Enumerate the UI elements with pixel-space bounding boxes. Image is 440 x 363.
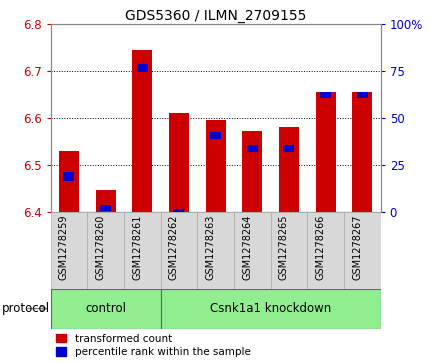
Bar <box>307 212 344 289</box>
Bar <box>283 145 294 152</box>
Bar <box>51 212 87 289</box>
Text: GSM1278259: GSM1278259 <box>59 215 69 280</box>
Text: GSM1278263: GSM1278263 <box>205 215 216 280</box>
Bar <box>132 49 152 212</box>
Bar <box>205 121 226 212</box>
Bar <box>352 92 372 212</box>
Bar <box>210 132 221 139</box>
Bar <box>315 92 336 212</box>
Text: GSM1278260: GSM1278260 <box>95 215 106 280</box>
Bar <box>320 92 331 98</box>
Bar <box>279 127 299 212</box>
Bar <box>169 113 189 212</box>
Title: GDS5360 / ILMN_2709155: GDS5360 / ILMN_2709155 <box>125 9 306 23</box>
Text: Csnk1a1 knockdown: Csnk1a1 knockdown <box>210 302 331 315</box>
Text: control: control <box>85 302 126 315</box>
Text: GSM1278266: GSM1278266 <box>315 215 326 280</box>
Text: protocol: protocol <box>2 302 50 315</box>
Bar <box>87 212 124 289</box>
Text: GSM1278264: GSM1278264 <box>242 215 252 280</box>
Text: GSM1278261: GSM1278261 <box>132 215 142 280</box>
Bar <box>161 212 197 289</box>
Bar <box>234 212 271 289</box>
Bar <box>100 205 111 211</box>
Bar <box>63 172 74 181</box>
Bar <box>124 212 161 289</box>
Bar <box>137 64 148 72</box>
Bar <box>51 289 161 329</box>
Bar <box>247 145 258 152</box>
Bar <box>271 212 307 289</box>
Bar <box>173 209 184 212</box>
Text: GSM1278265: GSM1278265 <box>279 215 289 280</box>
Bar <box>242 131 262 212</box>
Bar <box>59 151 79 212</box>
Bar <box>95 190 116 212</box>
Bar <box>197 212 234 289</box>
Bar <box>344 212 381 289</box>
Bar <box>357 92 368 98</box>
Legend: transformed count, percentile rank within the sample: transformed count, percentile rank withi… <box>56 334 250 357</box>
Text: GSM1278267: GSM1278267 <box>352 215 362 280</box>
Text: GSM1278262: GSM1278262 <box>169 215 179 280</box>
Bar <box>161 289 381 329</box>
